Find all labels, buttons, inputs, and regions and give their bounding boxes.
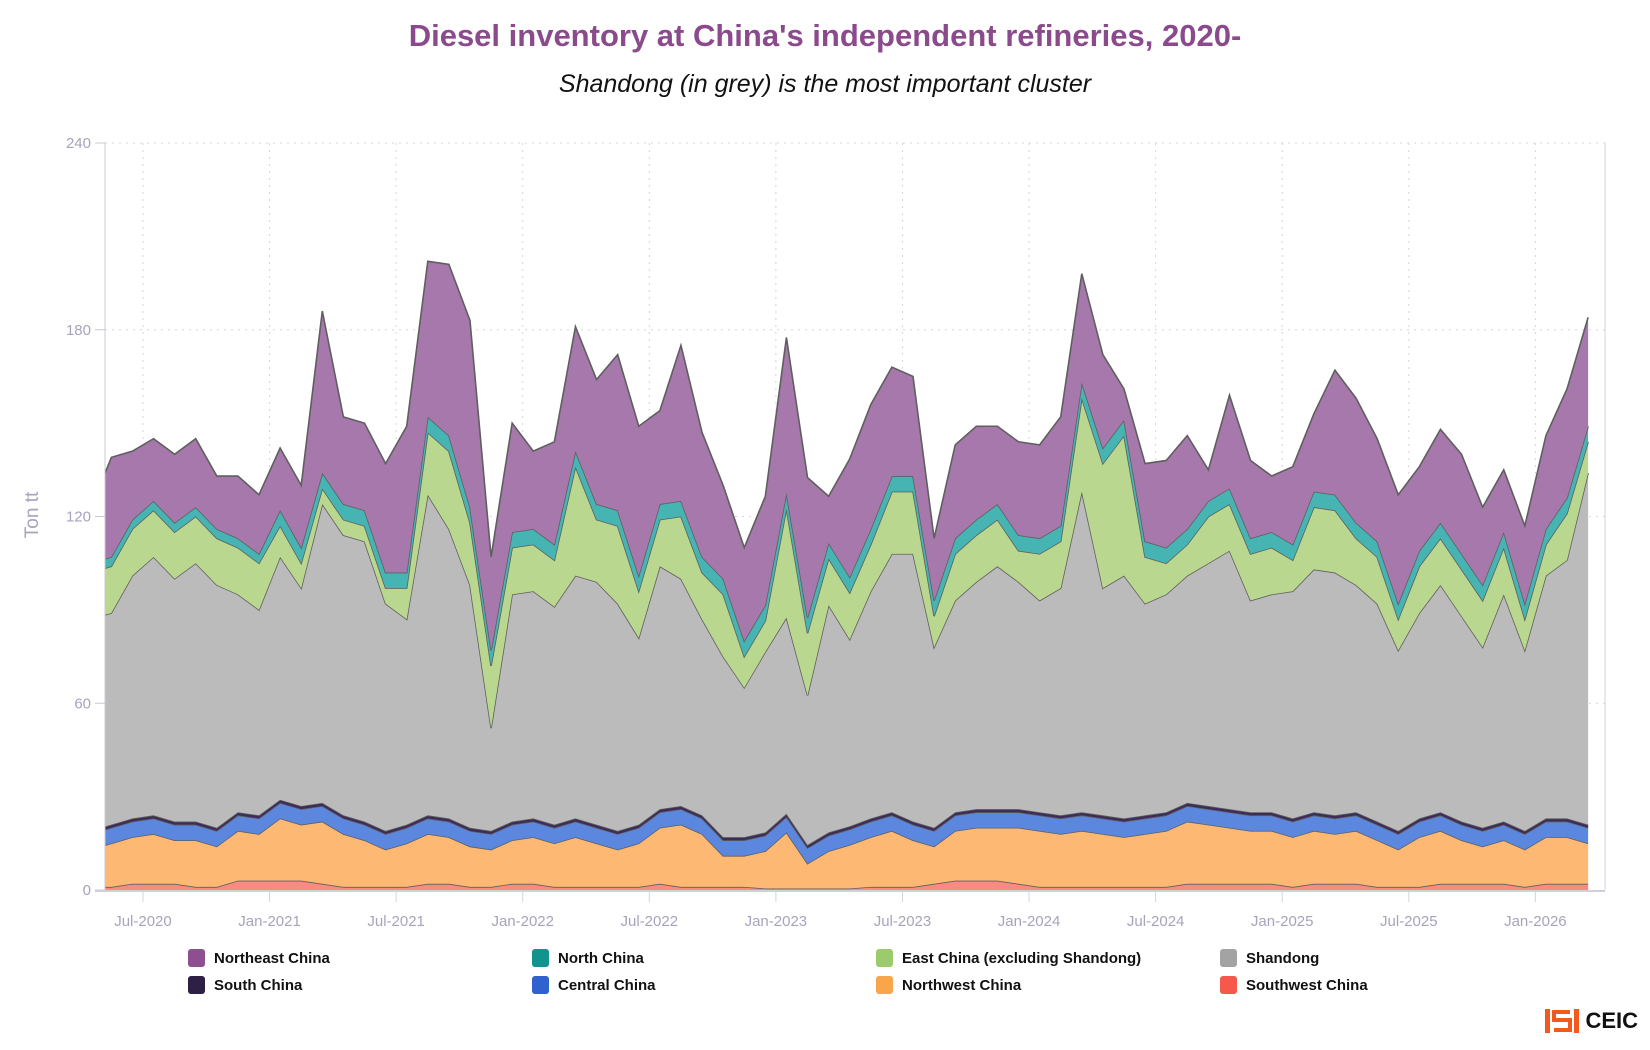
series-line [105,260,1589,558]
legend-label: Northwest China [902,976,1022,994]
y-tick-label: 120 [66,509,91,526]
axes: 0 60 120 180 240 Jul-2020 Jan-2021 Jul-2021 Jan-… [66,135,1606,930]
chart-subtitle: Shandong (in grey) is the most important… [558,70,1092,98]
legend-item[interactable]: Northwest China [876,976,1021,994]
legend-label: Central China [558,976,656,994]
legend-item[interactable]: Central China [532,976,656,994]
legend-swatch [188,949,205,967]
area-east-china-excluding-shandong [105,398,1589,729]
legend-label: North China [558,949,644,967]
legend-item[interactable]: Northeast China [188,949,330,967]
legend-label: East China (excluding Shandong) [902,949,1142,967]
legend-swatch [1220,976,1237,994]
legend-swatch [1220,949,1237,967]
legend-item[interactable]: North China [532,949,644,967]
x-tick-label: Jan-2026 [1504,913,1567,930]
area-northwest-china [105,818,1589,889]
x-tick-label: Jul-2024 [1127,913,1185,930]
y-axis-label: Ton tt [22,491,43,538]
legend-swatch [188,976,205,994]
legend-item[interactable]: Southwest China [1220,976,1368,994]
legend-item[interactable]: East China (excluding Shandong) [876,949,1141,967]
legend-label: Shandong [1246,949,1320,967]
area-northeast-china [105,261,1589,651]
y-tick-label: 240 [66,135,91,152]
legend-swatch [876,976,893,994]
legend-item[interactable]: Shandong [1220,949,1319,967]
legend-item[interactable]: South China [188,976,302,994]
x-tick-label: Jul-2022 [621,913,679,930]
x-tick-label: Jan-2023 [745,913,808,930]
y-tick-label: 180 [66,322,91,339]
x-tick-label: Jan-2025 [1251,913,1314,930]
legend-swatch [876,949,893,967]
area-central-china [105,802,1589,864]
y-tick-label: 60 [74,695,91,712]
ceic-logo-text: CEIC [1585,1008,1638,1033]
legend-label: Southwest China [1246,976,1368,994]
x-tick-label: Jan-2024 [998,913,1061,930]
area-shandong [105,472,1589,845]
x-tick-label: Jan-2021 [238,913,301,930]
legend-label: South China [214,976,303,994]
x-tick-label: Jul-2020 [114,913,172,930]
x-tick-label: Jul-2021 [367,913,425,930]
ceic-logo-icon [1545,1009,1580,1033]
series-areas [105,260,1589,890]
x-tick-label: Jan-2022 [491,913,554,930]
legend-label: Northeast China [214,949,330,967]
y-tick-label: 0 [83,882,91,899]
ceic-logo: CEIC [1545,1008,1638,1034]
x-tick-label: Jul-2023 [874,913,932,930]
x-tick-label: Jul-2025 [1380,913,1438,930]
chart-title: Diesel inventory at China's independent … [408,18,1242,53]
legend-swatch [532,976,549,994]
legend-swatch [532,949,549,967]
